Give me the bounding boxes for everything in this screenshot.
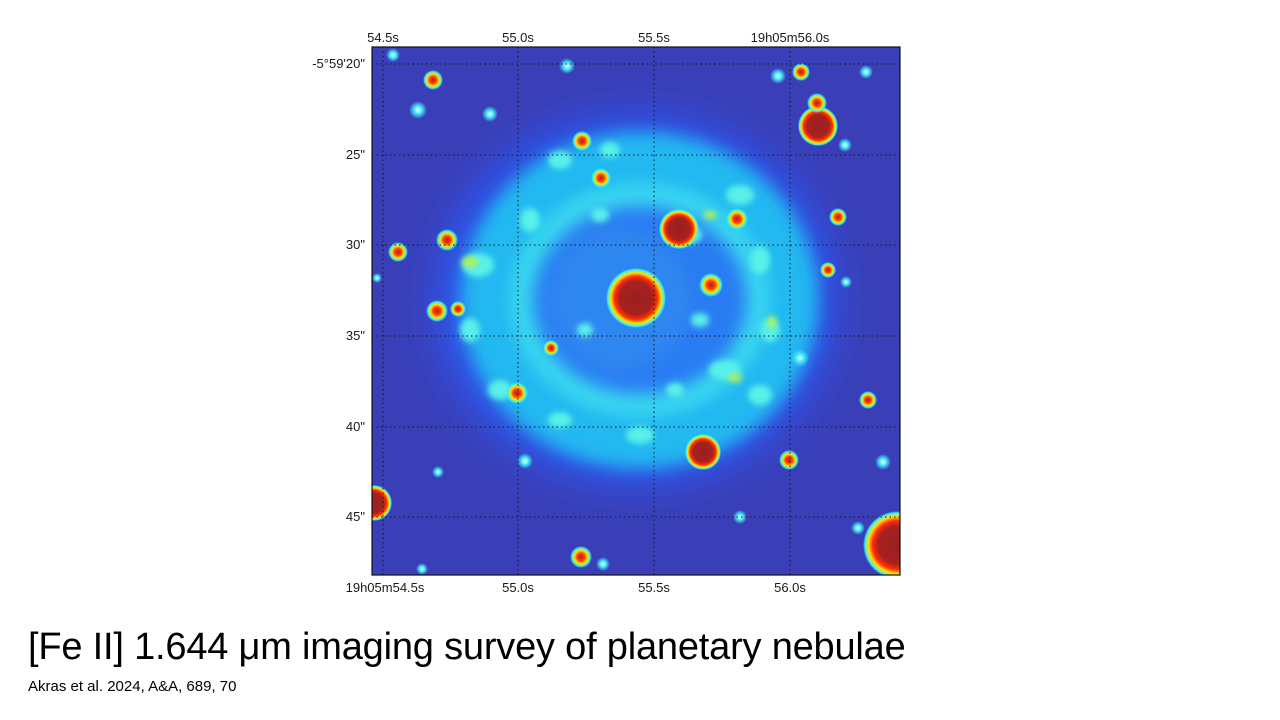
dec-tick-label: 35" <box>346 328 365 343</box>
ra-top-tick-label: 19h05m56.0s <box>751 30 830 45</box>
dec-tick-label: 45" <box>346 509 365 524</box>
nebula-image <box>372 47 900 575</box>
ra-top-axis: 54.5s 55.0s 55.5s 19h05m56.0s <box>367 30 830 45</box>
slide-title: [Fe II] 1.644 μm imaging survey of plane… <box>28 626 906 668</box>
dec-tick-label: -5°59'20" <box>312 56 365 71</box>
ra-bottom-tick-label: 55.0s <box>502 580 534 595</box>
ra-top-tick-label: 55.5s <box>638 30 670 45</box>
fe-ii-image-panel: 54.5s 55.0s 55.5s 19h05m56.0s 19h05m54.5… <box>312 30 901 595</box>
saturated-stars <box>372 63 900 575</box>
slide-citation: Akras et al. 2024, A&A, 689, 70 <box>28 678 237 695</box>
ra-top-tick-label: 55.0s <box>502 30 534 45</box>
ra-top-tick-label: 54.5s <box>367 30 399 45</box>
ra-bottom-tick-label: 19h05m54.5s <box>346 580 425 595</box>
ra-bottom-tick-label: 56.0s <box>774 580 806 595</box>
ra-bottom-axis: 19h05m54.5s 55.0s 55.5s 56.0s <box>346 580 807 595</box>
ra-bottom-tick-label: 55.5s <box>638 580 670 595</box>
dec-tick-label: 25" <box>346 147 365 162</box>
dec-axis: -5°59'20" 25" 30" 35" 40" 45" <box>312 56 365 524</box>
image-frame <box>371 46 901 576</box>
dec-tick-label: 40" <box>346 419 365 434</box>
dec-tick-label: 30" <box>346 237 365 252</box>
